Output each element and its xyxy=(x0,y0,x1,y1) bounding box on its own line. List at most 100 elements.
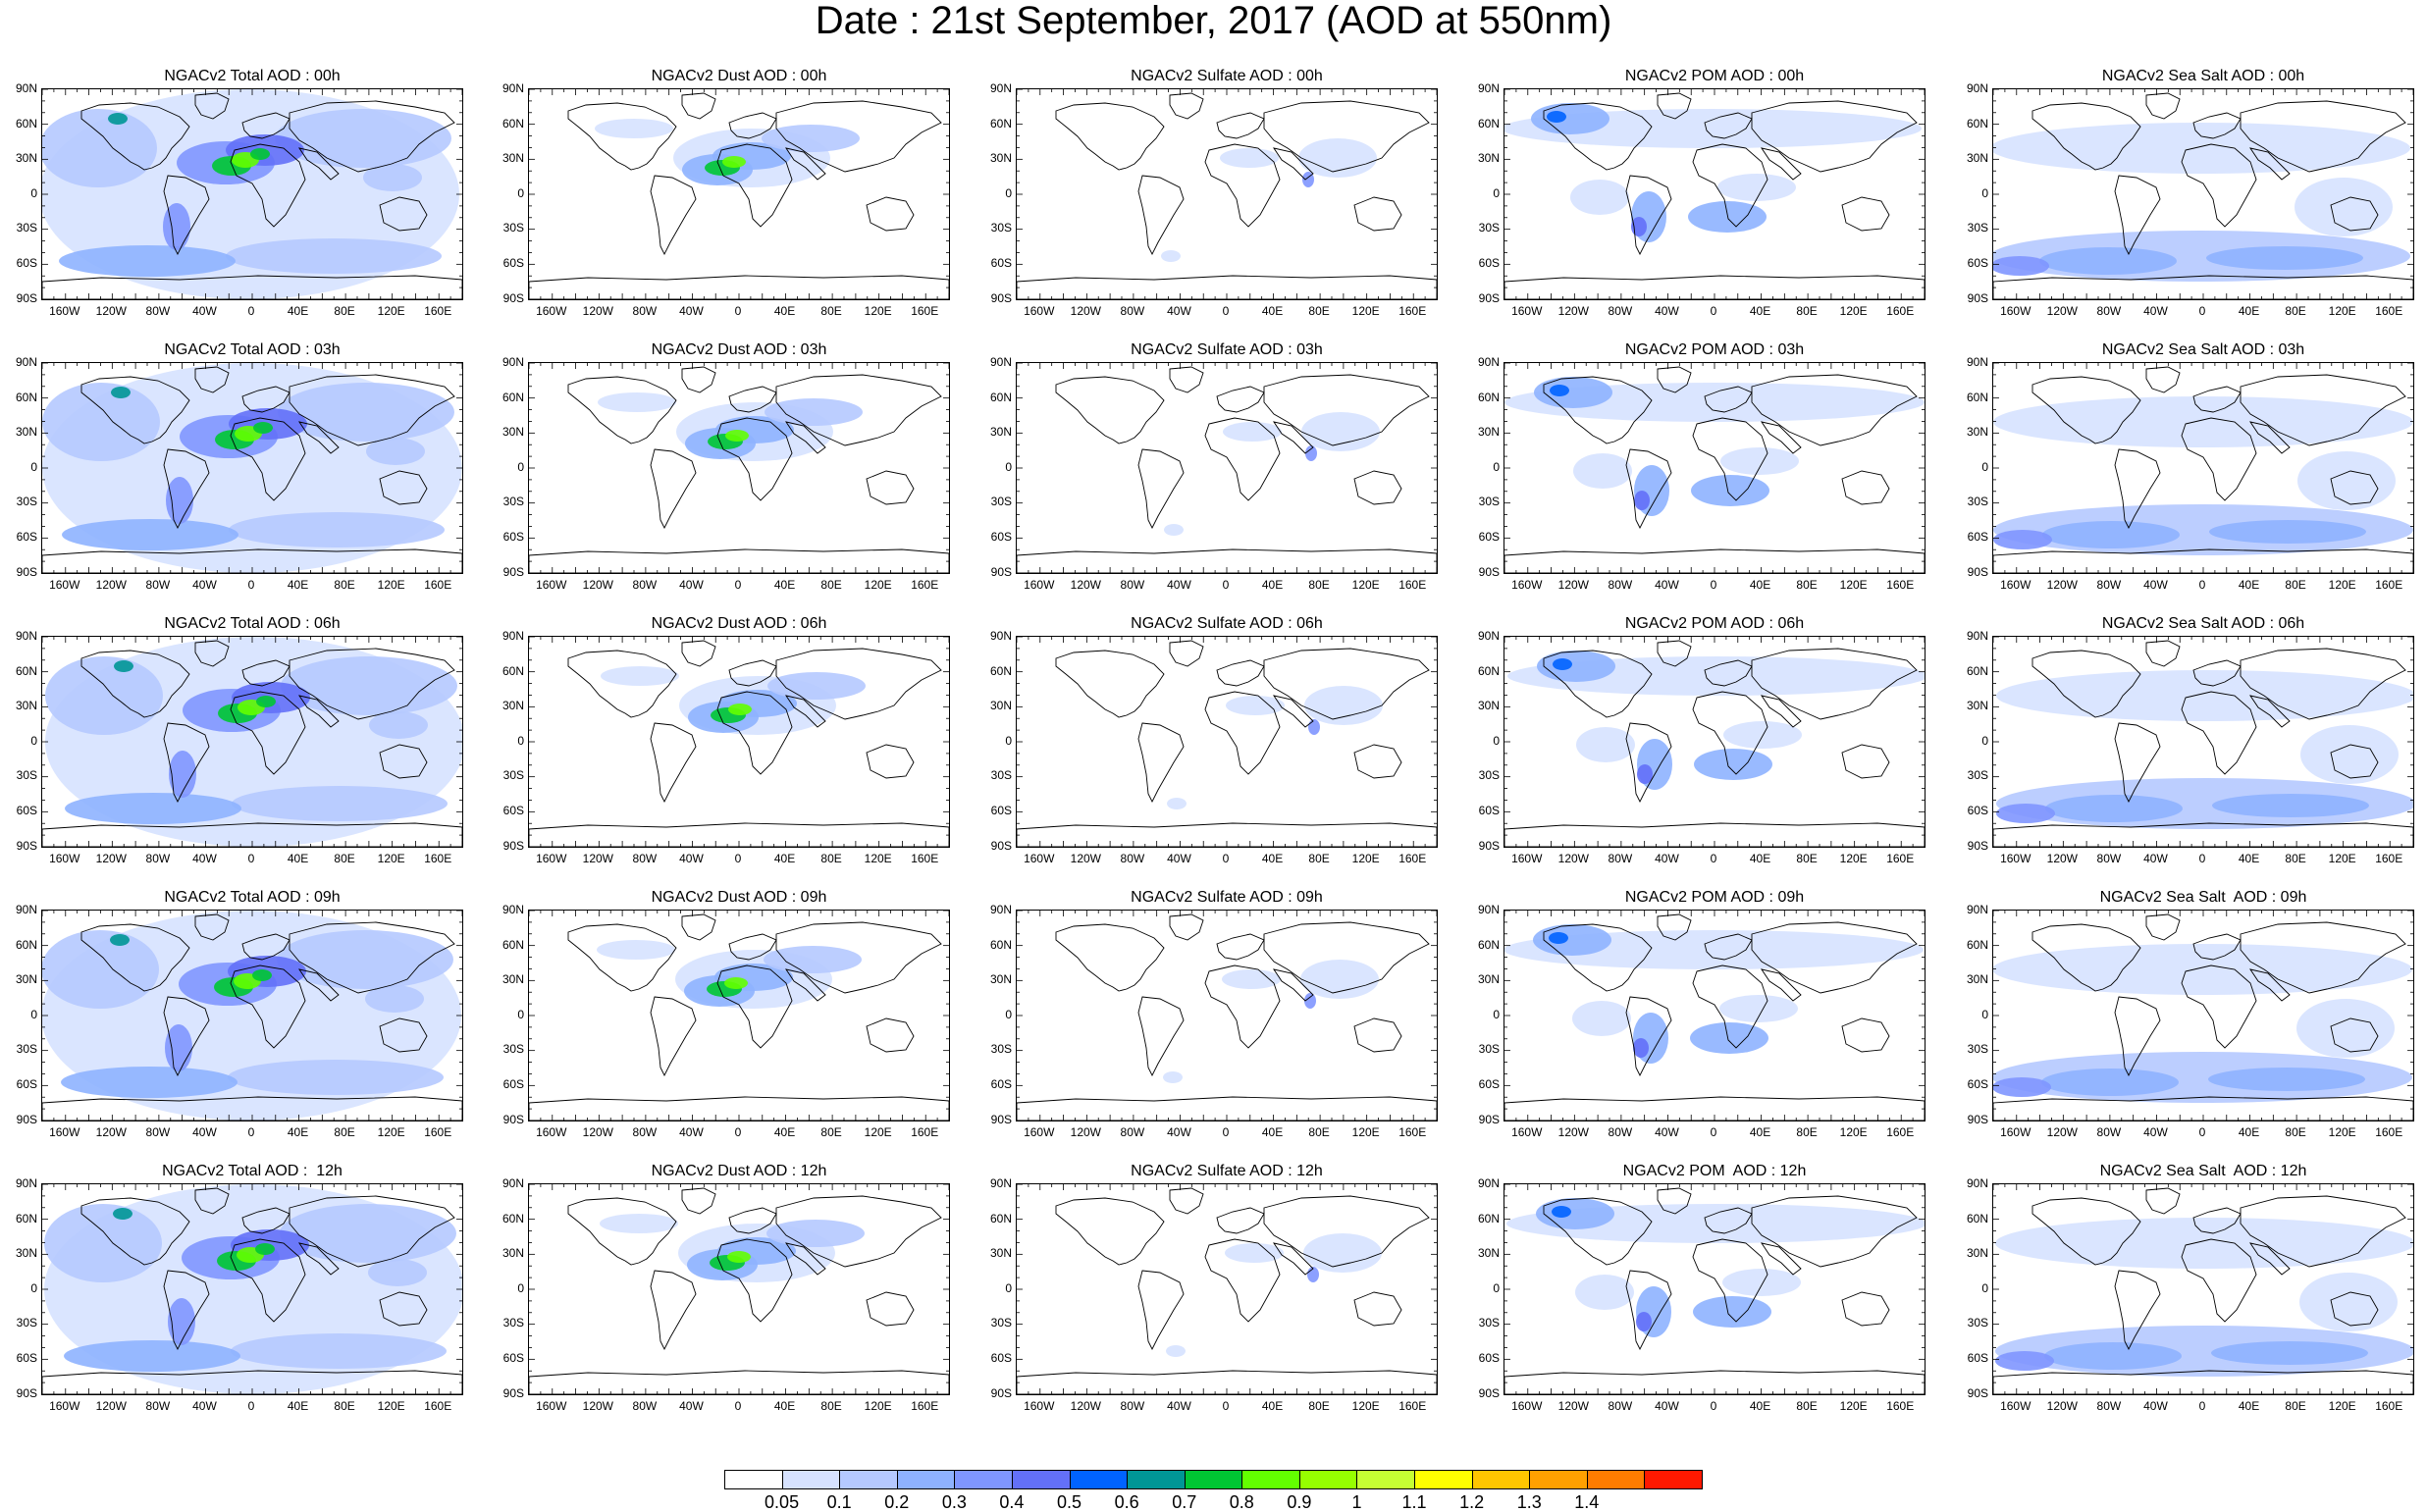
aod-field xyxy=(1996,670,2413,721)
lon-label: 160W xyxy=(536,852,567,865)
coastline xyxy=(1504,822,1925,847)
colorbar-label: 1.2 xyxy=(1459,1492,1485,1512)
coastline xyxy=(1169,92,1204,120)
lat-label: 60S xyxy=(1478,804,1500,817)
coastline xyxy=(1017,1096,1437,1121)
coastline xyxy=(1204,143,1281,228)
aod-field xyxy=(1693,1296,1771,1328)
coastline xyxy=(650,448,697,530)
aod-field xyxy=(226,238,442,274)
lon-label: 40W xyxy=(2143,852,2168,865)
aod-field xyxy=(1537,651,1615,682)
coastline xyxy=(728,659,777,687)
lat-label: 30N xyxy=(1477,1246,1500,1261)
lat-label: 30S xyxy=(16,768,37,783)
lat-label: 30S xyxy=(1478,1316,1500,1330)
coastline xyxy=(230,691,306,775)
lat-label: 90S xyxy=(1478,838,1500,853)
lon-label: 40E xyxy=(287,304,309,318)
lat-label: 90N xyxy=(15,1176,37,1190)
aod-field xyxy=(280,1204,456,1263)
lon-label: 120E xyxy=(864,578,892,592)
lat-label: 30S xyxy=(990,768,1012,783)
coastline xyxy=(1216,659,1265,687)
aod-field xyxy=(1553,658,1572,670)
coastline xyxy=(650,175,697,256)
aod-field xyxy=(62,519,238,550)
map-frame xyxy=(41,910,463,1121)
lon-label: 0 xyxy=(1222,578,1230,592)
panel-title: NGACv2 Total AOD : 09h xyxy=(164,889,341,906)
map-frame xyxy=(528,636,950,848)
coastline xyxy=(1543,1197,1653,1266)
lon-label: 120W xyxy=(582,578,613,592)
coastline xyxy=(80,376,190,444)
lon-label: 80E xyxy=(1308,852,1330,865)
lon-label: 160E xyxy=(424,1399,452,1413)
lat-label: 30N xyxy=(15,1246,37,1261)
coastline xyxy=(1761,1242,1802,1276)
lon-label: 40E xyxy=(2238,1125,2260,1139)
lon-label: 80W xyxy=(2096,1399,2122,1413)
map-panel: NGACv2 Dust AOD : 06h 90N 60N 30N 0 30S 60S 90S… xyxy=(502,615,950,871)
coastline xyxy=(2240,100,2406,173)
panel-title: NGACv2 Dust AOD : 03h xyxy=(651,341,827,358)
map-frame xyxy=(1992,1183,2414,1395)
lat-label: 0 xyxy=(517,185,524,200)
lon-label: 40W xyxy=(1655,1125,1679,1139)
aod-field xyxy=(250,148,270,160)
aod-field xyxy=(1723,721,1802,749)
lat-label: 30N xyxy=(15,151,37,166)
lon-label: 160E xyxy=(911,304,939,318)
map-panel: NGACv2 Total AOD : 00h 90N 60N 30N 0 30S 60S 90… xyxy=(16,68,463,324)
lon-label: 160W xyxy=(49,1399,80,1413)
panel-title: NGACv2 Total AOD : 00h xyxy=(164,68,341,84)
lon-label: 120W xyxy=(95,1399,127,1413)
aod-field xyxy=(1717,174,1796,201)
lon-label: 80E xyxy=(1308,1125,1330,1139)
aod-field xyxy=(2297,451,2396,510)
map-panel: NGACv2 Sea Salt AOD : 12h 90N 60N 30N 0 30S 60… xyxy=(1967,1163,2414,1419)
coastline xyxy=(1543,923,1653,992)
aod-field xyxy=(765,398,863,426)
lon-label: 40E xyxy=(773,1399,796,1413)
lon-label: 40W xyxy=(679,578,704,592)
coastline xyxy=(1751,374,1918,446)
coastline xyxy=(163,996,210,1077)
lat-label: 60N xyxy=(1477,937,1500,952)
lon-label: 120E xyxy=(1839,1125,1868,1139)
coastline xyxy=(1216,1207,1265,1234)
lon-label: 0 xyxy=(2198,1125,2206,1139)
colorbar-label: 1 xyxy=(1351,1492,1362,1512)
coastline xyxy=(1751,100,1918,173)
colorbar-swatch xyxy=(1471,1470,1531,1489)
map-frame xyxy=(1504,910,1926,1121)
lon-label: 80W xyxy=(1608,578,1633,592)
lat-label: 30N xyxy=(1966,151,1988,166)
lon-label: 0 xyxy=(1710,578,1717,592)
coastline xyxy=(1204,965,1281,1049)
coastline xyxy=(2031,1197,2141,1266)
lon-label: 160W xyxy=(1024,578,1055,592)
lon-label: 40W xyxy=(679,1125,704,1139)
aod-field xyxy=(1549,932,1568,944)
coastline xyxy=(567,102,677,171)
lon-label: 80W xyxy=(2096,578,2122,592)
coastline xyxy=(1273,147,1314,181)
coastline xyxy=(866,470,915,505)
coastline xyxy=(1055,1197,1165,1266)
aod-map xyxy=(42,89,462,299)
aod-field xyxy=(45,656,163,735)
coastline xyxy=(230,143,306,228)
lat-label: 30S xyxy=(16,495,37,509)
coastline xyxy=(194,92,230,120)
lon-label: 120W xyxy=(582,1125,613,1139)
coastline xyxy=(567,1197,677,1266)
aod-field xyxy=(1576,727,1635,762)
aod-field xyxy=(64,1340,240,1372)
colorbar-swatch xyxy=(1529,1470,1588,1489)
colorbar-label: 0.5 xyxy=(1057,1492,1082,1512)
lat-label: 60S xyxy=(1478,1351,1500,1365)
aod-field xyxy=(256,696,276,707)
lat-label: 90N xyxy=(1966,355,1988,369)
